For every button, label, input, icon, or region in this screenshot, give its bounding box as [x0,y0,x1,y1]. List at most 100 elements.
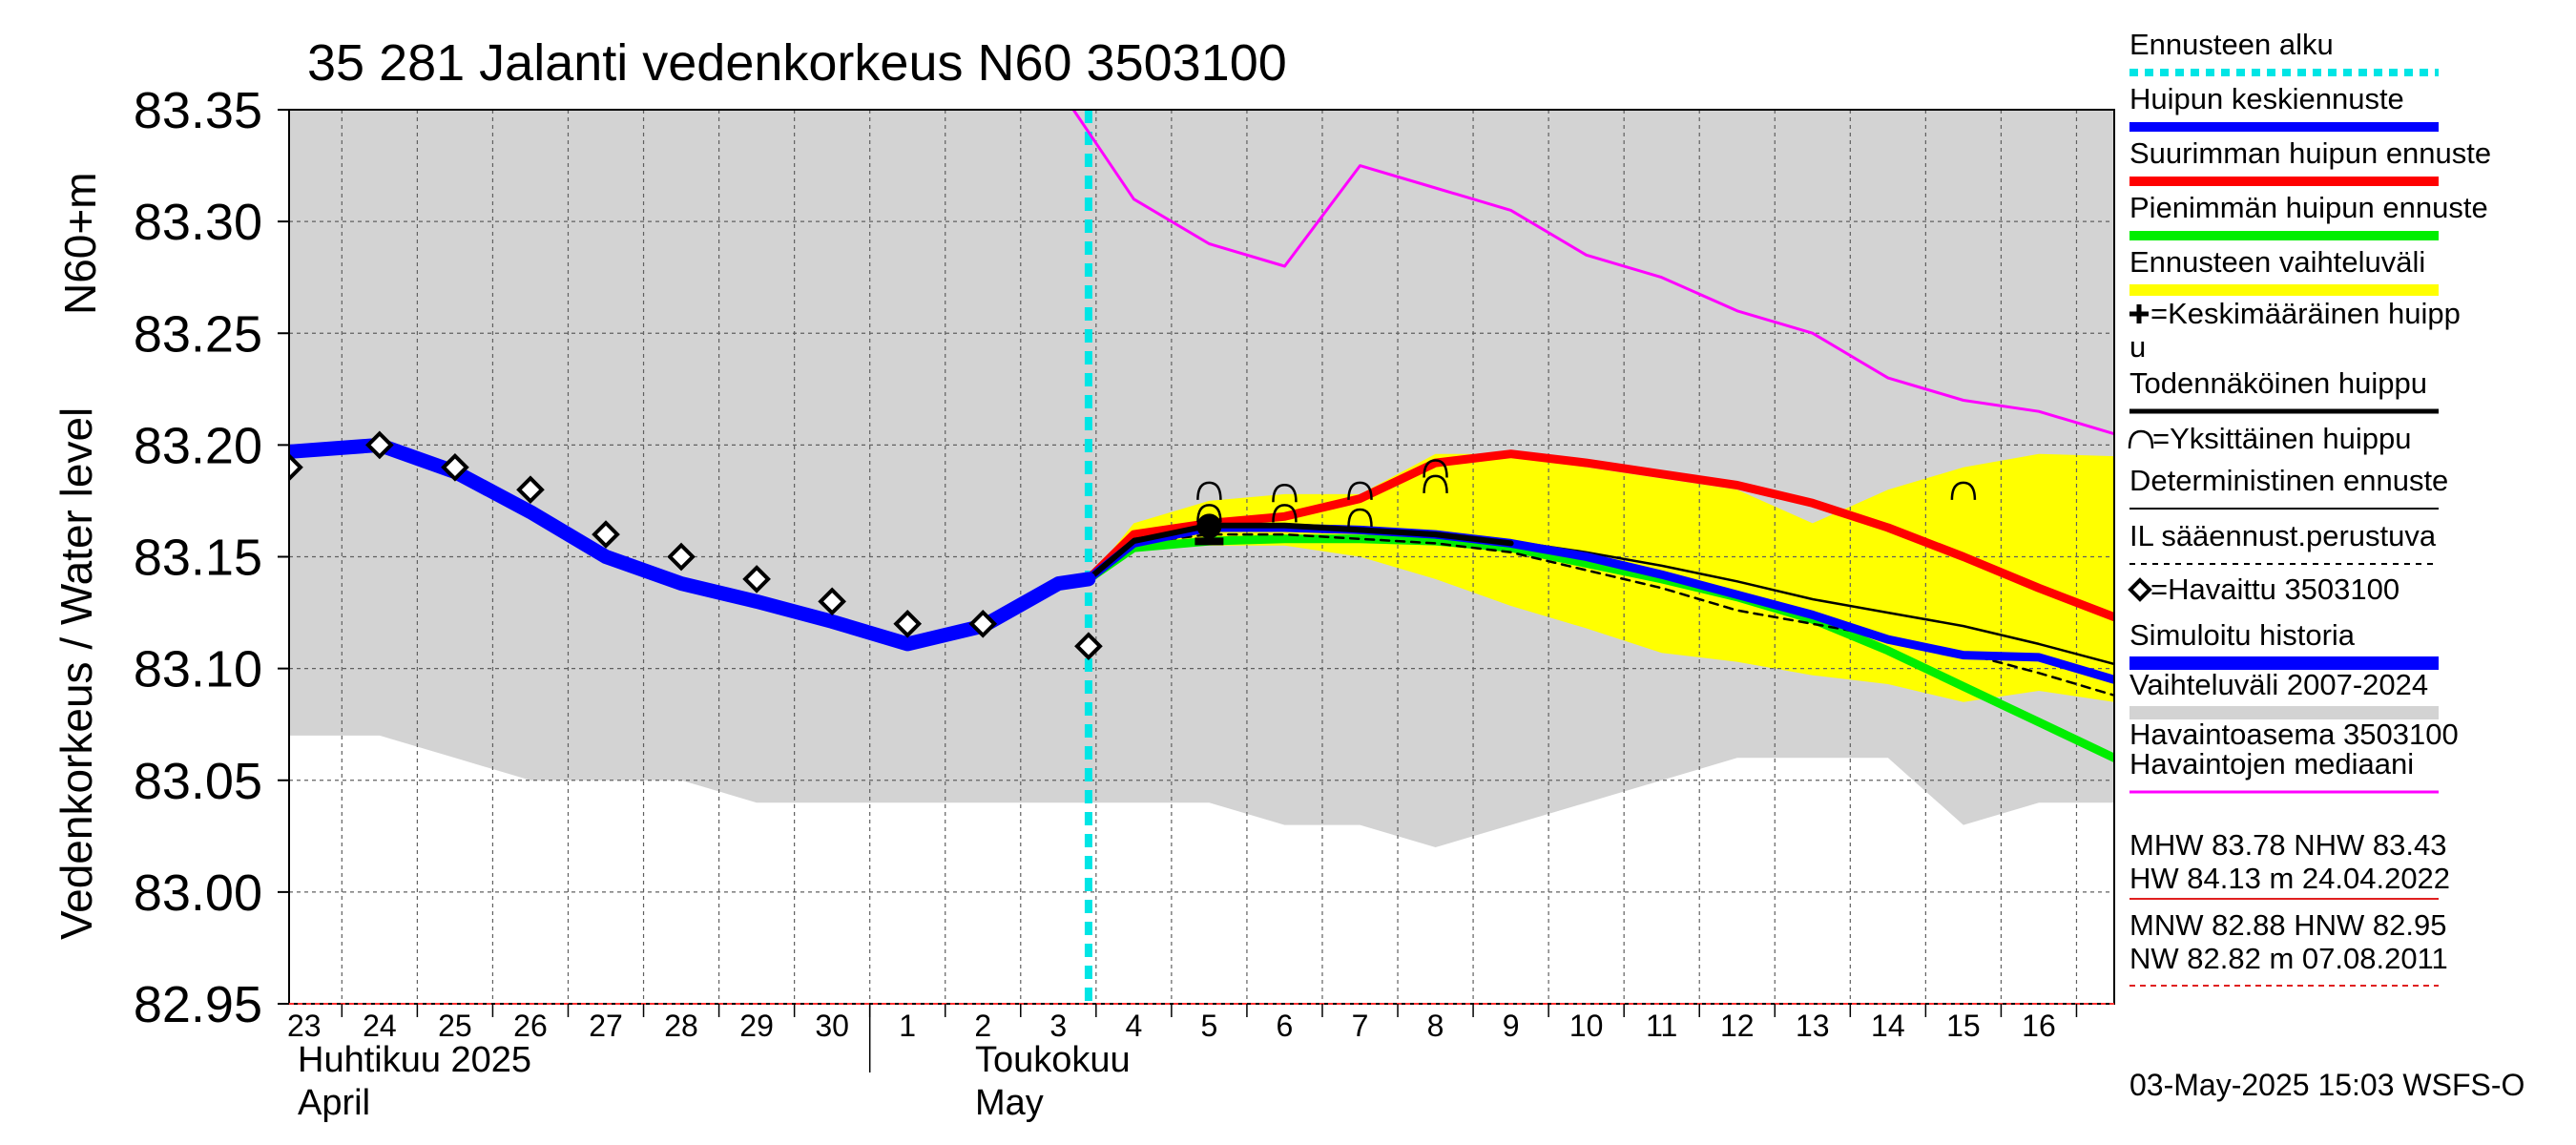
y-axis-label: Vedenkorkeus / Water level [52,407,101,940]
legend-item-havaittu-3503100: =Havaittu 3503100 [2128,572,2399,606]
x-tick-label: 8 [1427,1009,1444,1043]
single-peak-marker [1950,481,1977,500]
x-tick-label: 27 [589,1009,623,1043]
x-tick-label: 2 [974,1009,991,1043]
x-tick-label: 29 [739,1009,774,1043]
x-tick-label: 1 [899,1009,916,1043]
observed-point [968,609,998,638]
x-tick-label: 24 [363,1009,397,1043]
legend-item-havaintojen-mediaani: Havaintojen mediaani [2129,747,2439,794]
series-havaittu-3503100 [289,430,1103,661]
legend-item-ennusteen-vaihteluv-li: Ennusteen vaihteluväli [2129,245,2439,296]
legend-item-il-s-ennust-perustuva: IL sääennust.perustuva [2129,519,2439,565]
y-tick-label: 83.00 [134,864,262,922]
y-tick-label: 83.10 [134,641,262,698]
observed-point [742,565,771,593]
legend-label: Deterministinen ennuste [2129,464,2448,497]
x-tick-label: 30 [815,1009,849,1043]
mean-peak-marker [1196,513,1222,539]
single-peak-marker [1423,459,1448,478]
legend-label: Todennäköinen huippu [2129,366,2427,400]
legend-label: =Yksittäinen huippu [2152,422,2411,455]
footer-timestamp: 03-May-2025 15:03 WSFS-O [2129,1068,2524,1102]
observed-point [818,587,846,616]
legend-label: Huipun keskiennuste [2129,82,2404,115]
y-tick-label: 83.25 [134,305,262,363]
legend-label: Havaintojen mediaani [2129,747,2414,781]
observed-point [441,452,469,482]
series-havaintojen-mediaani [1071,110,2114,436]
stats-panel: MHW 83.78 NHW 83.43 HW 84.13 m 24.04.202… [2129,828,2450,987]
single-peak-marker [1423,474,1448,493]
single-peak-marker [1347,508,1373,528]
legend-item-todenn-k-inen-huippu: Todennäköinen huippu [2129,366,2439,414]
legend-label: IL sääennust.perustuva [2129,519,2437,552]
month-label-fi: Toukokuu [975,1040,1131,1080]
single-peak-marker [1272,484,1298,503]
legend-item-suurimman-huipun-ennuste: Suurimman huipun ennuste [2129,136,2491,186]
legend: Ennusteen alku Huipun keskiennuste Suurimm… [2128,28,2491,794]
legend-label: =Keskimääräinen huipp [2150,297,2461,330]
single-peak-marker [1347,481,1373,500]
x-tick-label: 3 [1049,1009,1067,1043]
legend-label: Suurimman huipun ennuste [2129,136,2491,170]
x-tick-label: 28 [664,1009,698,1043]
legend-arc-icon [2128,429,2154,449]
stats-hw: HW 84.13 m 24.04.2022 [2129,862,2450,895]
legend-item-keskim-r-inen-huipp: =Keskimääräinen huippu [2129,297,2461,364]
y-axis-unit-label: N60+m [55,172,105,315]
x-tick-label: 9 [1503,1009,1520,1043]
legend-label: Simuloitu historia [2129,618,2356,652]
plot-area [289,110,2114,1004]
x-tick-label: 14 [1871,1009,1905,1043]
series-keskim-r-inen-huippu [1195,513,1224,546]
legend-item-huipun-keskiennuste: Huipun keskiennuste [2129,82,2439,132]
x-tick-label: 13 [1796,1009,1830,1043]
x-tick-label: 5 [1201,1009,1218,1043]
legend-label: Pienimmän huipun ennuste [2129,191,2488,224]
observed-point [667,542,696,572]
y-tick-label: 83.05 [134,753,262,810]
x-tick-label: 16 [2022,1009,2056,1043]
stats-mhw: MHW 83.78 NHW 83.43 [2129,828,2447,862]
legend-item-simuloitu-historia: Simuloitu historia [2129,618,2439,670]
legend-label: Vaihteluväli 2007-2024 [2129,668,2428,701]
month-label-fi: Huhtikuu 2025 [298,1040,531,1080]
y-tick-label: 83.30 [134,194,262,251]
observed-point [1074,632,1103,661]
month-label-en: April [298,1083,370,1123]
x-tick-label: 4 [1125,1009,1142,1043]
y-tick-label: 83.20 [134,417,262,474]
month-label-en: May [975,1083,1044,1123]
axes: 83.35 83.30 83.25 83.20 83.15 83.10 83.05 83.00… [134,82,2115,1123]
x-tick-label: 15 [1946,1009,1981,1043]
single-peak-marker [1196,504,1222,523]
band-vaihteluv-li-2007-2024-havaintoasema-3503100 [289,110,2114,847]
observed-point [289,452,303,482]
y-tick-label: 82.95 [134,976,262,1033]
stats-nw: NW 82.82 m 07.08.2011 [2129,942,2448,975]
series-todenn-k-inen-huippu [1085,522,1514,582]
x-tick-label: 6 [1277,1009,1294,1043]
legend-item-deterministinen-ennuste: Deterministinen ennuste [2129,464,2448,510]
series-suurimman-huipun-ennuste [1084,449,2114,622]
legend-label-2: Havaintoasema 3503100 [2129,718,2459,751]
observed-point [516,475,545,505]
legend-label: Ennusteen alku [2129,28,2334,61]
legend-diamond-icon [2128,577,2152,602]
single-peak-marker [1196,481,1222,500]
x-tick-label: 26 [513,1009,548,1043]
observed-point [365,430,394,460]
observed-point [893,609,923,638]
x-tick-label: 12 [1720,1009,1755,1043]
legend-label-2: u [2129,330,2146,364]
x-tick-label: 23 [287,1009,322,1043]
stats-mnw: MNW 82.88 HNW 82.95 [2129,908,2447,942]
single-peak-marker [1272,504,1298,523]
observed-point [592,520,620,549]
x-tick-label: 11 [1646,1009,1677,1043]
legend-label: =Havaittu 3503100 [2150,572,2399,606]
x-tick-label: 10 [1569,1009,1604,1043]
series-yksitt-inen-huippu [1196,459,1977,528]
